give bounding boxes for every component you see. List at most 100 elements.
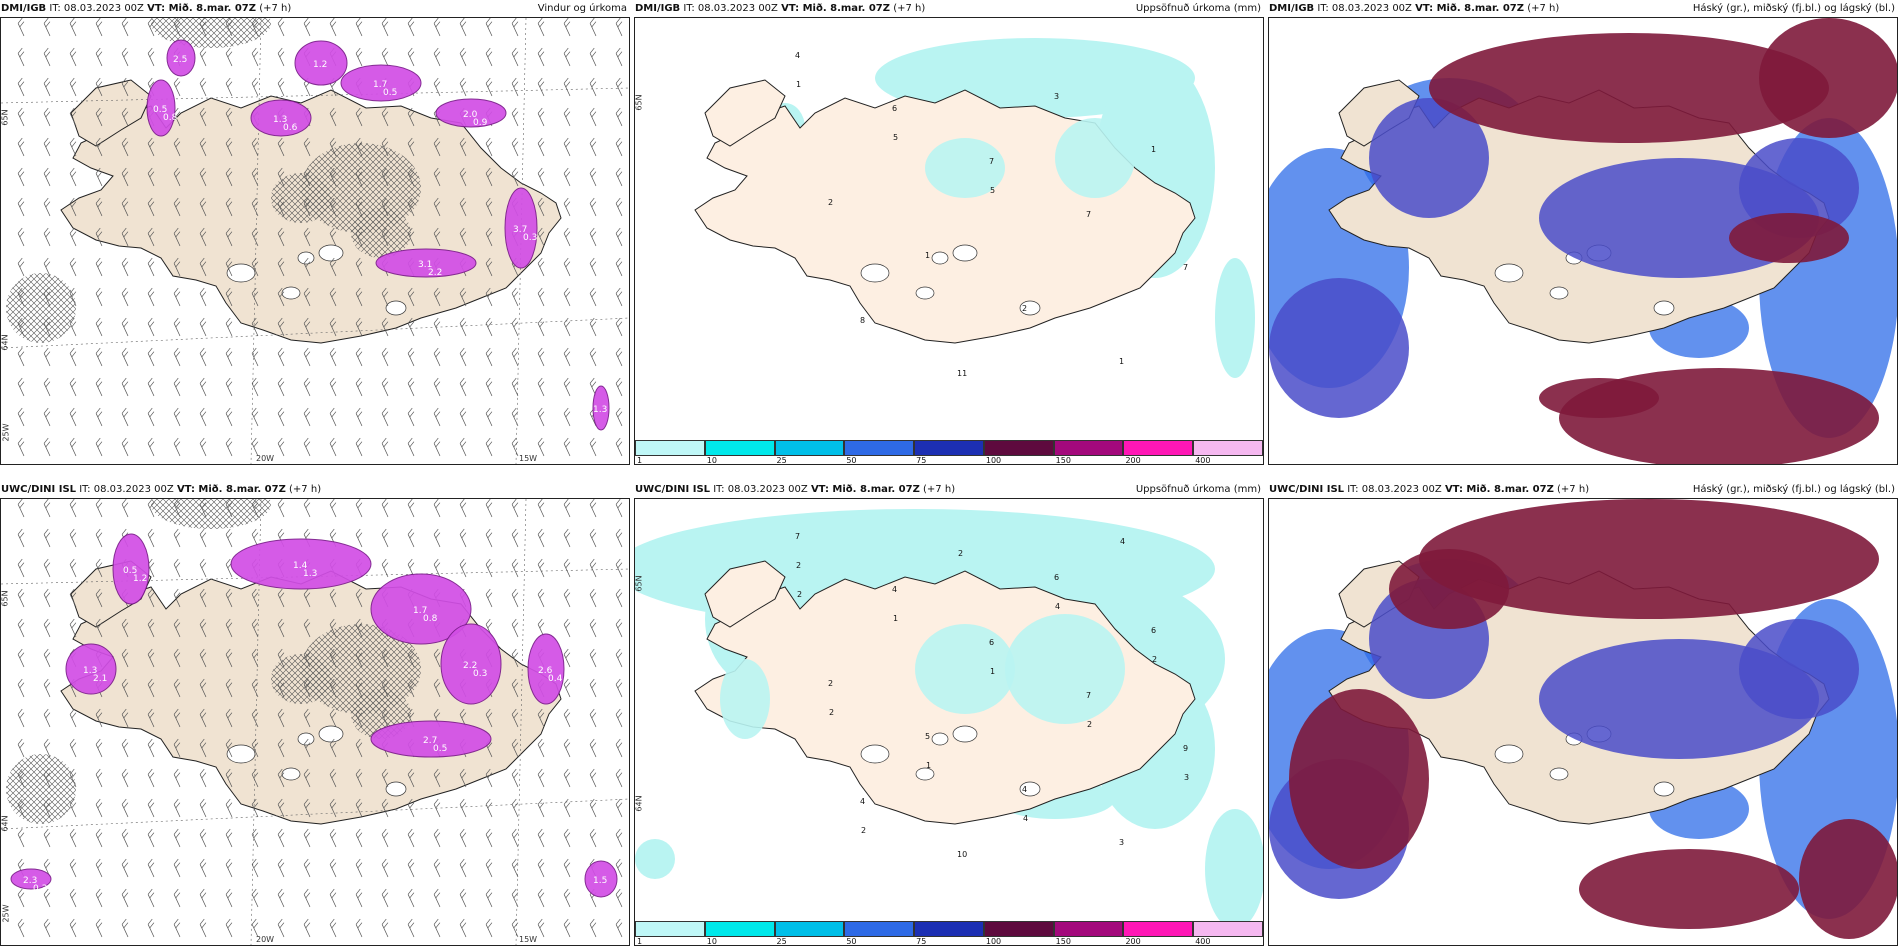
init-time: IT: 08.03.2023 00Z bbox=[683, 3, 778, 14]
axis-label: 65N bbox=[0, 109, 10, 126]
precip-value: 6 bbox=[892, 104, 897, 113]
axis-label: 15W bbox=[519, 935, 538, 944]
axis-label: 25W bbox=[1, 423, 11, 442]
precip-value: 2 bbox=[1087, 720, 1092, 729]
colorbar-tick: 100 bbox=[985, 937, 1002, 946]
colorbar-tick: 150 bbox=[1055, 937, 1071, 946]
axis-label: 64N bbox=[0, 815, 10, 832]
precip-value: 6 bbox=[989, 638, 994, 647]
map-wind[interactable]: 0.5 1.4 1.7 2.2 2.7 2.6 1.3 2.3 1.5 1.2 1.3 0.8 0.3 0… bbox=[0, 498, 630, 946]
precip-value: 1 bbox=[1119, 357, 1124, 366]
precip-value: 5 bbox=[990, 186, 995, 195]
precip-value: 1.7 bbox=[373, 80, 387, 90]
precip-value: 1.3 bbox=[593, 405, 607, 415]
colorbar-tick: 200 bbox=[1125, 456, 1141, 465]
valid-time: VT: Mið. 8.mar. 07Z bbox=[810, 484, 920, 495]
graticule bbox=[1, 18, 629, 464]
precip-value: 5 bbox=[925, 732, 930, 741]
lead-time: (+7 h) bbox=[1557, 484, 1590, 495]
colorbar-tick: 10 bbox=[706, 937, 717, 946]
map-canvas: 0.5 1.3 1.7 2.0 3.1 3.7 2.5 1.3 1.2 0.8 0.6 0.5 0.9 2… bbox=[1, 18, 629, 464]
init-time: IT: 08.03.2023 00Z bbox=[713, 484, 808, 495]
valid-time: VT: Mið. 8.mar. 07Z bbox=[781, 3, 890, 14]
precip-value: 7 bbox=[1086, 691, 1091, 700]
model-name: UWC/DINI ISL bbox=[1, 484, 77, 495]
map-cloud[interactable] bbox=[1268, 17, 1898, 465]
lead-time: (+7 h) bbox=[289, 484, 322, 495]
colorbar-swatch bbox=[914, 921, 984, 937]
precip-value: 7 bbox=[1086, 210, 1091, 219]
map-wind[interactable]: 0.5 1.3 1.7 2.0 3.1 3.7 2.5 1.3 1.2 0.8 0.6 0.5 0.9 2… bbox=[0, 17, 630, 465]
colorbar-tick: 50 bbox=[846, 937, 857, 946]
precip-value: 2 bbox=[829, 708, 834, 717]
panel-header: UWC/DINI ISL IT: 08.03.2023 00Z VT: Mið.… bbox=[1268, 481, 1898, 497]
colorbar-swatch bbox=[704, 440, 775, 456]
precip-value: 3 bbox=[1119, 838, 1124, 847]
axis-label: 65N bbox=[634, 94, 644, 111]
colorbar-tick: 150 bbox=[1055, 456, 1071, 465]
colorbar-swatch bbox=[774, 921, 845, 937]
graticule bbox=[1, 499, 629, 945]
init-time: IT: 08.03.2023 00Z bbox=[1317, 3, 1412, 14]
colorbar-swatch bbox=[1053, 440, 1124, 456]
precip-value: 2.5 bbox=[173, 55, 187, 65]
map-canvas: 0.5 1.4 1.7 2.2 2.7 2.6 1.3 2.3 1.5 1.2 1.3 0.8 0.3 0… bbox=[1, 499, 629, 945]
precip-value: 2.1 bbox=[93, 674, 107, 684]
map-canvas: 7 4 6 7 9 4 10 6 6 2 5 4 3 2 1 1 2 3 2 2 4 2 2 1 4 4 2 bbox=[635, 509, 1263, 929]
init-time: IT: 08.03.2023 00Z bbox=[1347, 484, 1442, 495]
precip-value: 1 bbox=[925, 251, 930, 260]
panel-title: Háský (gr.), miðský (fj.bl.) og lágský (… bbox=[1692, 484, 1895, 495]
colorbar-swatch bbox=[983, 440, 1054, 456]
precip-value: 2.2 bbox=[428, 268, 442, 278]
precip-value: 2 bbox=[1152, 655, 1157, 664]
colorbar-tick: 1 bbox=[637, 937, 643, 946]
lead-time: (+7 h) bbox=[923, 484, 956, 495]
wind-barbs bbox=[17, 499, 623, 938]
colorbar-tick: 25 bbox=[776, 456, 787, 465]
colorbar-tick: 10 bbox=[706, 456, 717, 465]
precip-value: 4 bbox=[1023, 814, 1028, 823]
panel-title: Háský (gr.), miðský (fj.bl.) og lágský (… bbox=[1692, 3, 1895, 14]
model-name: UWC/DINI ISL bbox=[635, 484, 711, 495]
panel-title: Uppsöfnuð úrkoma (mm) bbox=[1135, 484, 1261, 495]
panel-wind-uwc: UWC/DINI ISL IT: 08.03.2023 00Z VT: Mið.… bbox=[0, 481, 630, 946]
colorbar-tick: 50 bbox=[846, 456, 857, 465]
lead-time: (+7 h) bbox=[1527, 3, 1560, 14]
colorbar-swatch bbox=[983, 921, 1054, 937]
precip-value: 1 bbox=[1151, 145, 1156, 154]
precip-value: 4 bbox=[795, 51, 800, 60]
precip-value: 10 bbox=[957, 850, 967, 859]
precip-value: 4 bbox=[892, 585, 897, 594]
colorbar-swatch bbox=[1123, 921, 1194, 937]
precip-value: 8 bbox=[860, 316, 865, 325]
panel-title: Uppsöfnuð úrkoma (mm) bbox=[1135, 3, 1261, 14]
precip-value: 7 bbox=[795, 532, 800, 541]
panel-header: DMI/IGB IT: 08.03.2023 00Z VT: Mið. 8.ma… bbox=[1268, 0, 1898, 16]
precip-value: 0.8 bbox=[163, 113, 178, 123]
colorbar-tick: 1 bbox=[637, 456, 643, 465]
precip-value: 0.5 bbox=[433, 744, 447, 754]
map-precip[interactable]: 4 6 7 7 7 8 11 3 1 2 1 2 1 1 5 5 1 10 25 50 75 100 150 200 400 65… bbox=[634, 17, 1264, 465]
panel-header: UWC/DINI ISL IT: 08.03.2023 00Z VT: Mið.… bbox=[0, 481, 630, 497]
model-name: DMI/IGB bbox=[635, 3, 681, 14]
map-precip[interactable]: 7 4 6 7 9 4 10 6 6 2 5 4 3 2 1 1 2 3 2 2 4 2 2 1 4 4 2 1 10 25 50 75 100… bbox=[634, 498, 1264, 946]
colorbar-swatch bbox=[914, 440, 984, 456]
precip-values: 7 4 6 7 9 4 10 6 6 2 5 4 3 2 1 1 2 3 2 2 4 2 2 1 4 4 2 bbox=[795, 532, 1189, 859]
valid-time: VT: Mið. 8.mar. 07Z bbox=[1415, 3, 1524, 14]
map-canvas bbox=[1269, 18, 1897, 464]
colorbar-swatch bbox=[635, 921, 705, 937]
colorbar-swatch bbox=[1053, 921, 1124, 937]
panel-header: DMI/IGB IT: 08.03.2023 00Z VT: Mið. 8.ma… bbox=[634, 0, 1264, 16]
precip-value: 3 bbox=[1054, 92, 1059, 101]
precip-hatch bbox=[6, 18, 421, 343]
init-time: IT: 08.03.2023 00Z bbox=[79, 484, 174, 495]
colorbar-tick: 75 bbox=[916, 937, 927, 946]
map-cloud[interactable] bbox=[1268, 498, 1898, 946]
precip-value: 6 bbox=[1151, 626, 1156, 635]
precip-value: 1 bbox=[990, 667, 995, 676]
precip-value: 2.7 bbox=[423, 736, 437, 746]
precip-value: 2 bbox=[828, 679, 833, 688]
colorbar-tick: 100 bbox=[985, 456, 1002, 465]
precip-value: 0.5 bbox=[153, 105, 167, 115]
